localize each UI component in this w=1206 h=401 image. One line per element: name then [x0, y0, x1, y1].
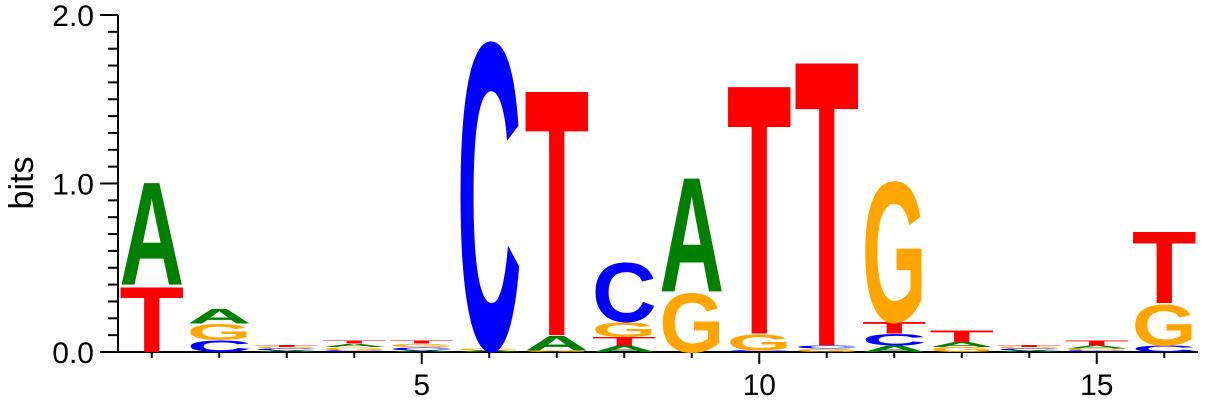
logo-letter-a: A: [457, 350, 522, 353]
logo-letter-g: G: [524, 350, 589, 353]
logo-letter-t: T: [592, 335, 657, 348]
logo-letter-g: G: [929, 346, 994, 354]
logo-letter-c: C: [1132, 343, 1197, 354]
logo-letter-t: T: [794, 0, 859, 401]
logo-letter-a: A: [929, 341, 994, 349]
logo-letter-t: T: [322, 339, 387, 344]
logo-letter-c: C: [997, 348, 1062, 351]
logo-letter-t: T: [524, 17, 589, 401]
logo-letter-c: C: [389, 346, 454, 351]
logo-letter-t: T: [1132, 211, 1197, 326]
logo-letter-c: C: [322, 350, 387, 353]
logo-letter-c: C: [794, 344, 859, 349]
logo-letter-c: C: [1064, 350, 1129, 353]
logo-letter-t: T: [1064, 339, 1129, 347]
logo-letter-c: C: [727, 350, 792, 353]
logo-letter-c: C: [862, 331, 927, 349]
logo-letter-t: T: [389, 339, 454, 344]
logo-letter-g: G: [862, 140, 927, 365]
logo-letter-g: G: [659, 276, 724, 371]
logo-letter-a: A: [659, 143, 724, 327]
logo-letter-g: G: [727, 329, 792, 355]
logo-letter-t: T: [119, 268, 184, 373]
logo-letter-g: G: [254, 347, 319, 350]
logo-letter-g: G: [592, 318, 657, 342]
y-tick-label: 1.0: [52, 169, 94, 202]
x-tick-label: 15: [1080, 369, 1113, 401]
logo-letter-a: A: [119, 152, 184, 316]
logo-letter-g: G: [389, 343, 454, 348]
logo-letter-t: T: [997, 345, 1062, 348]
logo-letter-g: G: [457, 348, 522, 351]
logo-letter-g: G: [794, 348, 859, 353]
logo-letter-a: A: [389, 350, 454, 353]
y-tick-label: 0.0: [52, 337, 94, 370]
logo-letter-t: T: [254, 345, 319, 348]
logo-letter-a: A: [524, 331, 589, 355]
logo-letter-g: G: [322, 346, 387, 351]
logo-letter-t: T: [862, 319, 927, 337]
logo-letter-c: C: [592, 246, 657, 340]
y-axis-title: bits: [3, 157, 41, 210]
logo-letter-a: A: [997, 350, 1062, 353]
logo-letter-g: G: [1132, 293, 1197, 358]
logo-letter-g: G: [1064, 348, 1129, 351]
y-tick-label: 2.0: [52, 0, 94, 33]
logo-letter-a: A: [1064, 344, 1129, 349]
logo-letter-c: C: [187, 337, 252, 355]
x-tick-label: 5: [413, 369, 430, 401]
logo-letter-c: C: [254, 348, 319, 351]
y-axis: 0.0 1.0 2.0: [52, 0, 119, 370]
logo-letter-a: A: [322, 343, 387, 348]
logo-letter-t: T: [727, 9, 792, 401]
logo-letter-g: G: [997, 347, 1062, 350]
logo-letter-a: A: [187, 304, 252, 328]
logo-letter-a: A: [592, 343, 657, 354]
logo-letter-t: T: [929, 327, 994, 345]
x-axis: 5 10 15: [118, 351, 1198, 401]
logo-letter-c: C: [457, 0, 522, 401]
x-tick-label: 10: [743, 369, 776, 401]
logo-letter-a: A: [254, 350, 319, 353]
logo-letter-a: A: [862, 343, 927, 354]
logo-letter-g: G: [187, 319, 252, 345]
